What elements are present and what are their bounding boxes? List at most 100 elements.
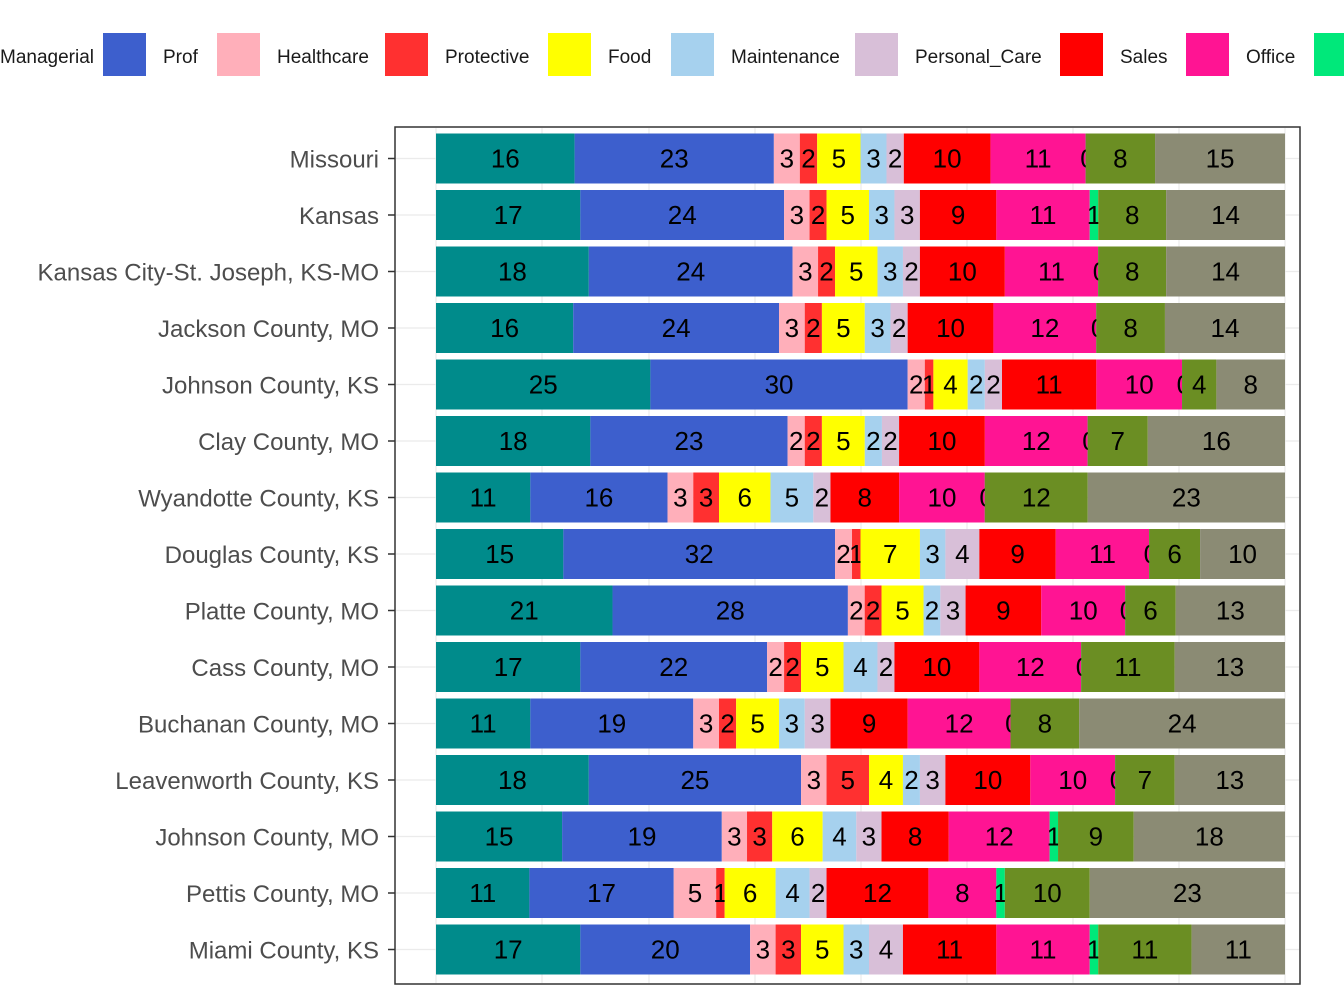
data-label: 13	[1215, 765, 1244, 795]
bar-segment	[436, 246, 589, 297]
data-label: 2	[811, 878, 825, 908]
data-label: 2	[909, 370, 923, 400]
bar-segment	[864, 585, 882, 636]
data-label: 5	[836, 313, 850, 343]
bar-segment	[716, 868, 725, 918]
bar-segment	[719, 698, 737, 749]
data-label: 5	[815, 652, 829, 682]
data-label: 4	[879, 765, 893, 795]
data-label: 3	[925, 765, 939, 795]
bar-segment	[1191, 924, 1285, 975]
bar-segment	[1216, 359, 1285, 410]
data-label: 2	[986, 370, 1000, 400]
bar-segment	[436, 868, 530, 918]
bar-segment	[801, 642, 844, 692]
legend-key	[1314, 33, 1344, 76]
data-label: 4	[943, 370, 957, 400]
data-label: 5	[832, 144, 846, 174]
bar-segment	[933, 359, 968, 410]
data-label: 2	[806, 426, 820, 456]
bar-segment	[436, 811, 563, 862]
data-label: 13	[1216, 596, 1245, 626]
bar-row-clay-county-mo: 18232252210120716	[436, 416, 1285, 466]
bar-segment	[573, 303, 780, 353]
data-label: 3	[699, 483, 713, 513]
bar-segment	[809, 868, 827, 918]
bar-segment	[984, 359, 1002, 410]
data-label: 23	[675, 426, 704, 456]
data-label: 5	[849, 257, 863, 287]
data-label: 22	[659, 652, 688, 682]
y-tick-label: Platte County, MO	[185, 599, 379, 626]
bar-segment	[813, 472, 831, 523]
data-label: 10	[1069, 596, 1098, 626]
data-label: 14	[1211, 200, 1240, 230]
bar-segment	[928, 868, 997, 918]
bar-segment	[847, 585, 865, 636]
bar-segment	[852, 529, 861, 579]
bar-segment	[799, 133, 818, 184]
legend-item: Office	[1186, 33, 1295, 76]
legend-label: Office	[1246, 47, 1295, 68]
data-label: 24	[668, 200, 697, 230]
bar-segment	[902, 755, 920, 805]
bar-segment	[835, 246, 878, 297]
legend-item: Food	[548, 33, 651, 76]
bar-segment	[775, 924, 802, 975]
data-label: 8	[1125, 200, 1139, 230]
data-label: 1	[922, 370, 936, 400]
data-label: 6	[737, 483, 751, 513]
bar-segment	[779, 698, 805, 749]
data-label: 11	[1225, 935, 1252, 965]
data-label: 8	[1123, 313, 1137, 343]
bar-segment	[984, 416, 1088, 466]
bar-segment	[830, 472, 900, 523]
bar-segment	[860, 529, 920, 579]
y-tick-label: Kansas	[299, 203, 379, 230]
data-label: 15	[1206, 144, 1235, 174]
data-label: 6	[1167, 539, 1181, 569]
bar-segment	[907, 359, 925, 410]
bar-segment	[693, 472, 719, 523]
data-label: 4	[853, 652, 867, 682]
bar-segment	[979, 529, 1056, 579]
data-label: 11	[1038, 257, 1065, 287]
bar-segment	[826, 755, 869, 805]
bar-row-missouri: 16233253210110815	[436, 133, 1285, 184]
data-label: 16	[491, 144, 520, 174]
data-label: 3	[727, 822, 741, 852]
data-label: 17	[587, 878, 616, 908]
bar-segment	[804, 303, 822, 353]
data-label: 2	[819, 257, 833, 287]
bar-segment	[907, 698, 1011, 749]
data-label: 12	[1030, 313, 1059, 343]
legend-item: Protective	[385, 33, 529, 76]
bar-row-platte-county-mo: 2128225239100613	[436, 585, 1285, 636]
bar-segment	[767, 642, 785, 692]
bar-segment	[996, 924, 1090, 975]
data-label: 21	[510, 596, 539, 626]
data-label: 8	[955, 878, 969, 908]
data-label: 1	[713, 878, 727, 908]
bar-segment	[719, 472, 771, 523]
data-label: 16	[584, 483, 613, 513]
bar-segment	[562, 811, 722, 862]
y-tick-label: Leavenworth County, KS	[115, 768, 379, 795]
data-label: 19	[597, 709, 626, 739]
data-label: 12	[1022, 426, 1051, 456]
data-label: 9	[996, 596, 1010, 626]
data-label: 4	[879, 935, 893, 965]
data-label: 24	[1168, 709, 1197, 739]
data-label: 12	[1022, 483, 1051, 513]
bar-segment	[770, 472, 814, 523]
data-label: 1	[1087, 200, 1101, 230]
data-label: 11	[470, 483, 497, 513]
bar-segment	[667, 472, 694, 523]
data-label: 2	[789, 426, 803, 456]
bar-segment	[1098, 924, 1192, 975]
y-tick-label: Wyandotte County, KS	[138, 486, 379, 513]
bar-segment	[530, 472, 668, 523]
bar-segment	[650, 359, 908, 410]
bar-segment	[894, 190, 920, 240]
